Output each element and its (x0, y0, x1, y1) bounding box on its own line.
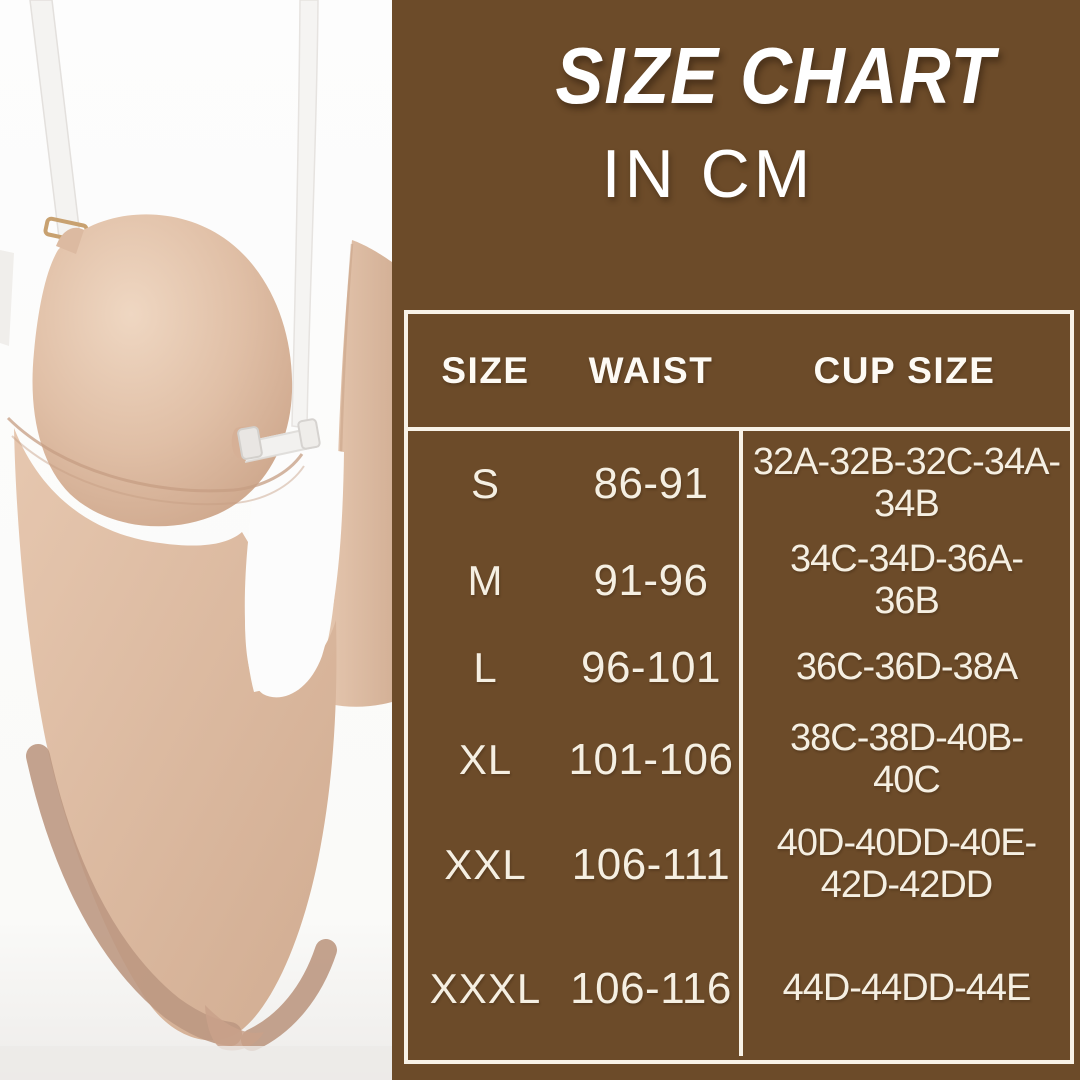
row-xl-cup: 38C-38D-40B- 40C (739, 711, 1070, 809)
leg-band-right (241, 939, 337, 1051)
row-m-cup: 34C-34D-36A- 36B (739, 537, 1070, 625)
product-photo (0, 0, 392, 1080)
row-s-waist: 86-91 (593, 459, 709, 508)
row-xl-size: XL (458, 736, 513, 783)
row-xxl-size: XXL (444, 841, 527, 888)
cup (32, 214, 293, 527)
header-cup-size: CUP SIZE (813, 349, 996, 391)
size-table: SIZE WAIST CUP SIZE S 86-91 32A-32B-32C-… (404, 310, 1074, 1064)
bodysuit-illustration (0, 0, 392, 1080)
gusset (205, 1005, 264, 1051)
size-chart-panel: SIZE CHART IN CM SIZE WAIST CUP SIZE S 8… (392, 0, 1080, 1080)
photo-bottom-shade (0, 1046, 392, 1080)
row-l-waist: 96-101 (580, 643, 721, 692)
page-title: SIZE CHART (555, 31, 995, 120)
header-size: SIZE (441, 349, 530, 391)
table-header-row: SIZE WAIST CUP SIZE (408, 314, 1070, 431)
leg-band-left (26, 744, 242, 1046)
header-waist: WAIST (588, 349, 714, 391)
row-xxl-cup: 40D-40DD-40E- 42D-42DD (739, 809, 1070, 921)
row-xxxl-size: XXXL (429, 964, 542, 1012)
row-xxxl-cup: 44D-44DD-44E (739, 921, 1070, 1056)
row-l-size: L (473, 644, 498, 691)
table-body: S 86-91 32A-32B-32C-34A- 34B M 91-96 34C… (408, 431, 1070, 1056)
row-s-size: S (470, 460, 500, 507)
clasp-buckle (237, 426, 263, 460)
under-cup-seam-2 (11, 435, 305, 506)
row-m-size: M (467, 557, 504, 604)
row-xl-waist: 101-106 (568, 735, 734, 784)
title-block: SIZE CHART IN CM (392, 31, 1080, 212)
cup-strap-tab (56, 227, 84, 254)
row-m-waist: 91-96 (593, 556, 709, 605)
plunge-cutout (245, 438, 344, 698)
clasp-hook (297, 418, 321, 450)
row-s-cup: 32A-32B-32C-34A- 34B (739, 431, 1070, 537)
row-xxl-waist: 106-111 (571, 840, 731, 889)
row-xxxl-waist: 106-116 (570, 963, 732, 1013)
unit-subtitle: IN CM (601, 136, 815, 212)
right-plunge-panel (305, 240, 392, 707)
strap-sliver (0, 250, 14, 346)
row-l-cup: 36C-36D-38A (739, 625, 1070, 711)
under-cup-seam (6, 416, 304, 493)
